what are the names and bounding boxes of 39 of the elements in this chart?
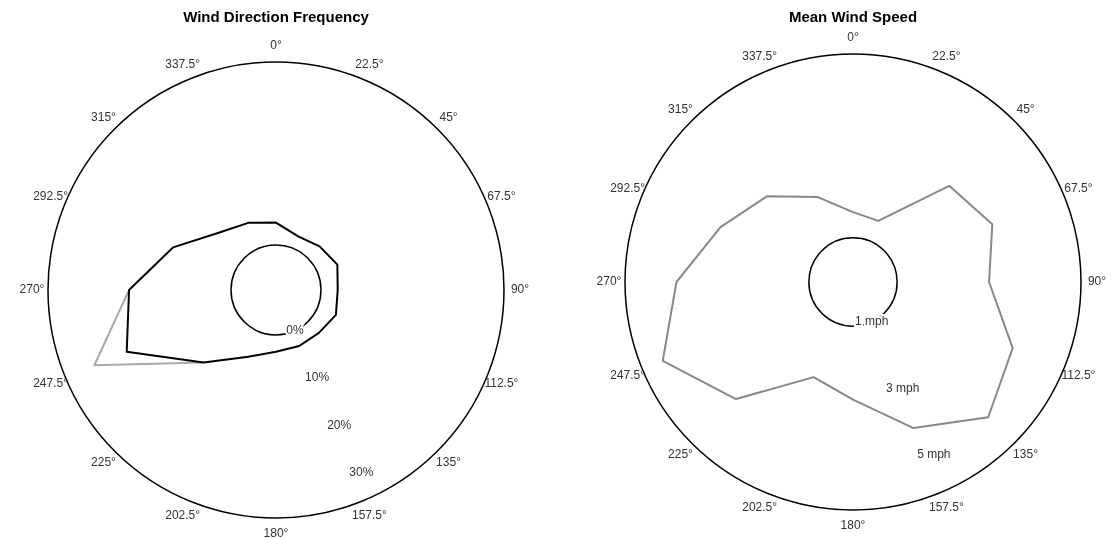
y-tick-label: 3 mph	[886, 380, 920, 395]
spoke-label: 180°	[840, 518, 866, 533]
spoke-label: 270°	[19, 282, 45, 297]
y-tick-label: 20%	[327, 417, 352, 432]
spoke-label: 22.5°	[355, 56, 384, 71]
spoke-label: 180°	[263, 526, 289, 539]
spoke-label: 225°	[91, 454, 117, 469]
spoke-label: 157.5°	[928, 499, 964, 514]
spoke-label: 157.5°	[351, 507, 387, 522]
spoke-label: 90°	[510, 282, 530, 297]
spoke-label: 337.5°	[742, 48, 778, 63]
chart-title: Mean Wind Speed	[788, 8, 918, 25]
spoke-label: 337.5°	[165, 56, 201, 71]
spoke-label: 0°	[847, 30, 859, 45]
spoke-label: 67.5°	[1064, 180, 1093, 195]
spoke-label: 90°	[1087, 274, 1107, 289]
spoke-label: 292.5°	[33, 188, 69, 203]
spoke-label: 247.5°	[33, 375, 69, 390]
spoke-label: 202.5°	[742, 499, 778, 514]
spoke-label: 247.5°	[610, 367, 646, 382]
y-tick-label: 30%	[349, 465, 374, 480]
spoke-label: 112.5°	[484, 375, 519, 390]
spoke-label: 22.5°	[932, 48, 961, 63]
spoke-label: 45°	[1016, 101, 1035, 116]
y-tick-label: 10%	[305, 370, 330, 385]
spoke-label: 270°	[596, 274, 622, 289]
spoke-label: 315°	[668, 101, 694, 116]
spoke-label: 45°	[439, 109, 458, 124]
spoke-label: 135°	[436, 454, 462, 469]
spoke-label: 0°	[270, 38, 282, 53]
spoke-label: 292.5°	[610, 180, 646, 195]
spoke-label: 135°	[1013, 446, 1039, 461]
spoke-label: 202.5°	[165, 507, 201, 522]
spoke-label: 67.5°	[487, 188, 516, 203]
spoke-label: 225°	[668, 446, 694, 461]
spoke-label: 112.5°	[1061, 367, 1096, 382]
spoke-label: 315°	[91, 109, 117, 124]
y-tick-label: 5 mph	[917, 447, 951, 462]
chart-title: Wind Direction Frequency	[183, 8, 370, 25]
